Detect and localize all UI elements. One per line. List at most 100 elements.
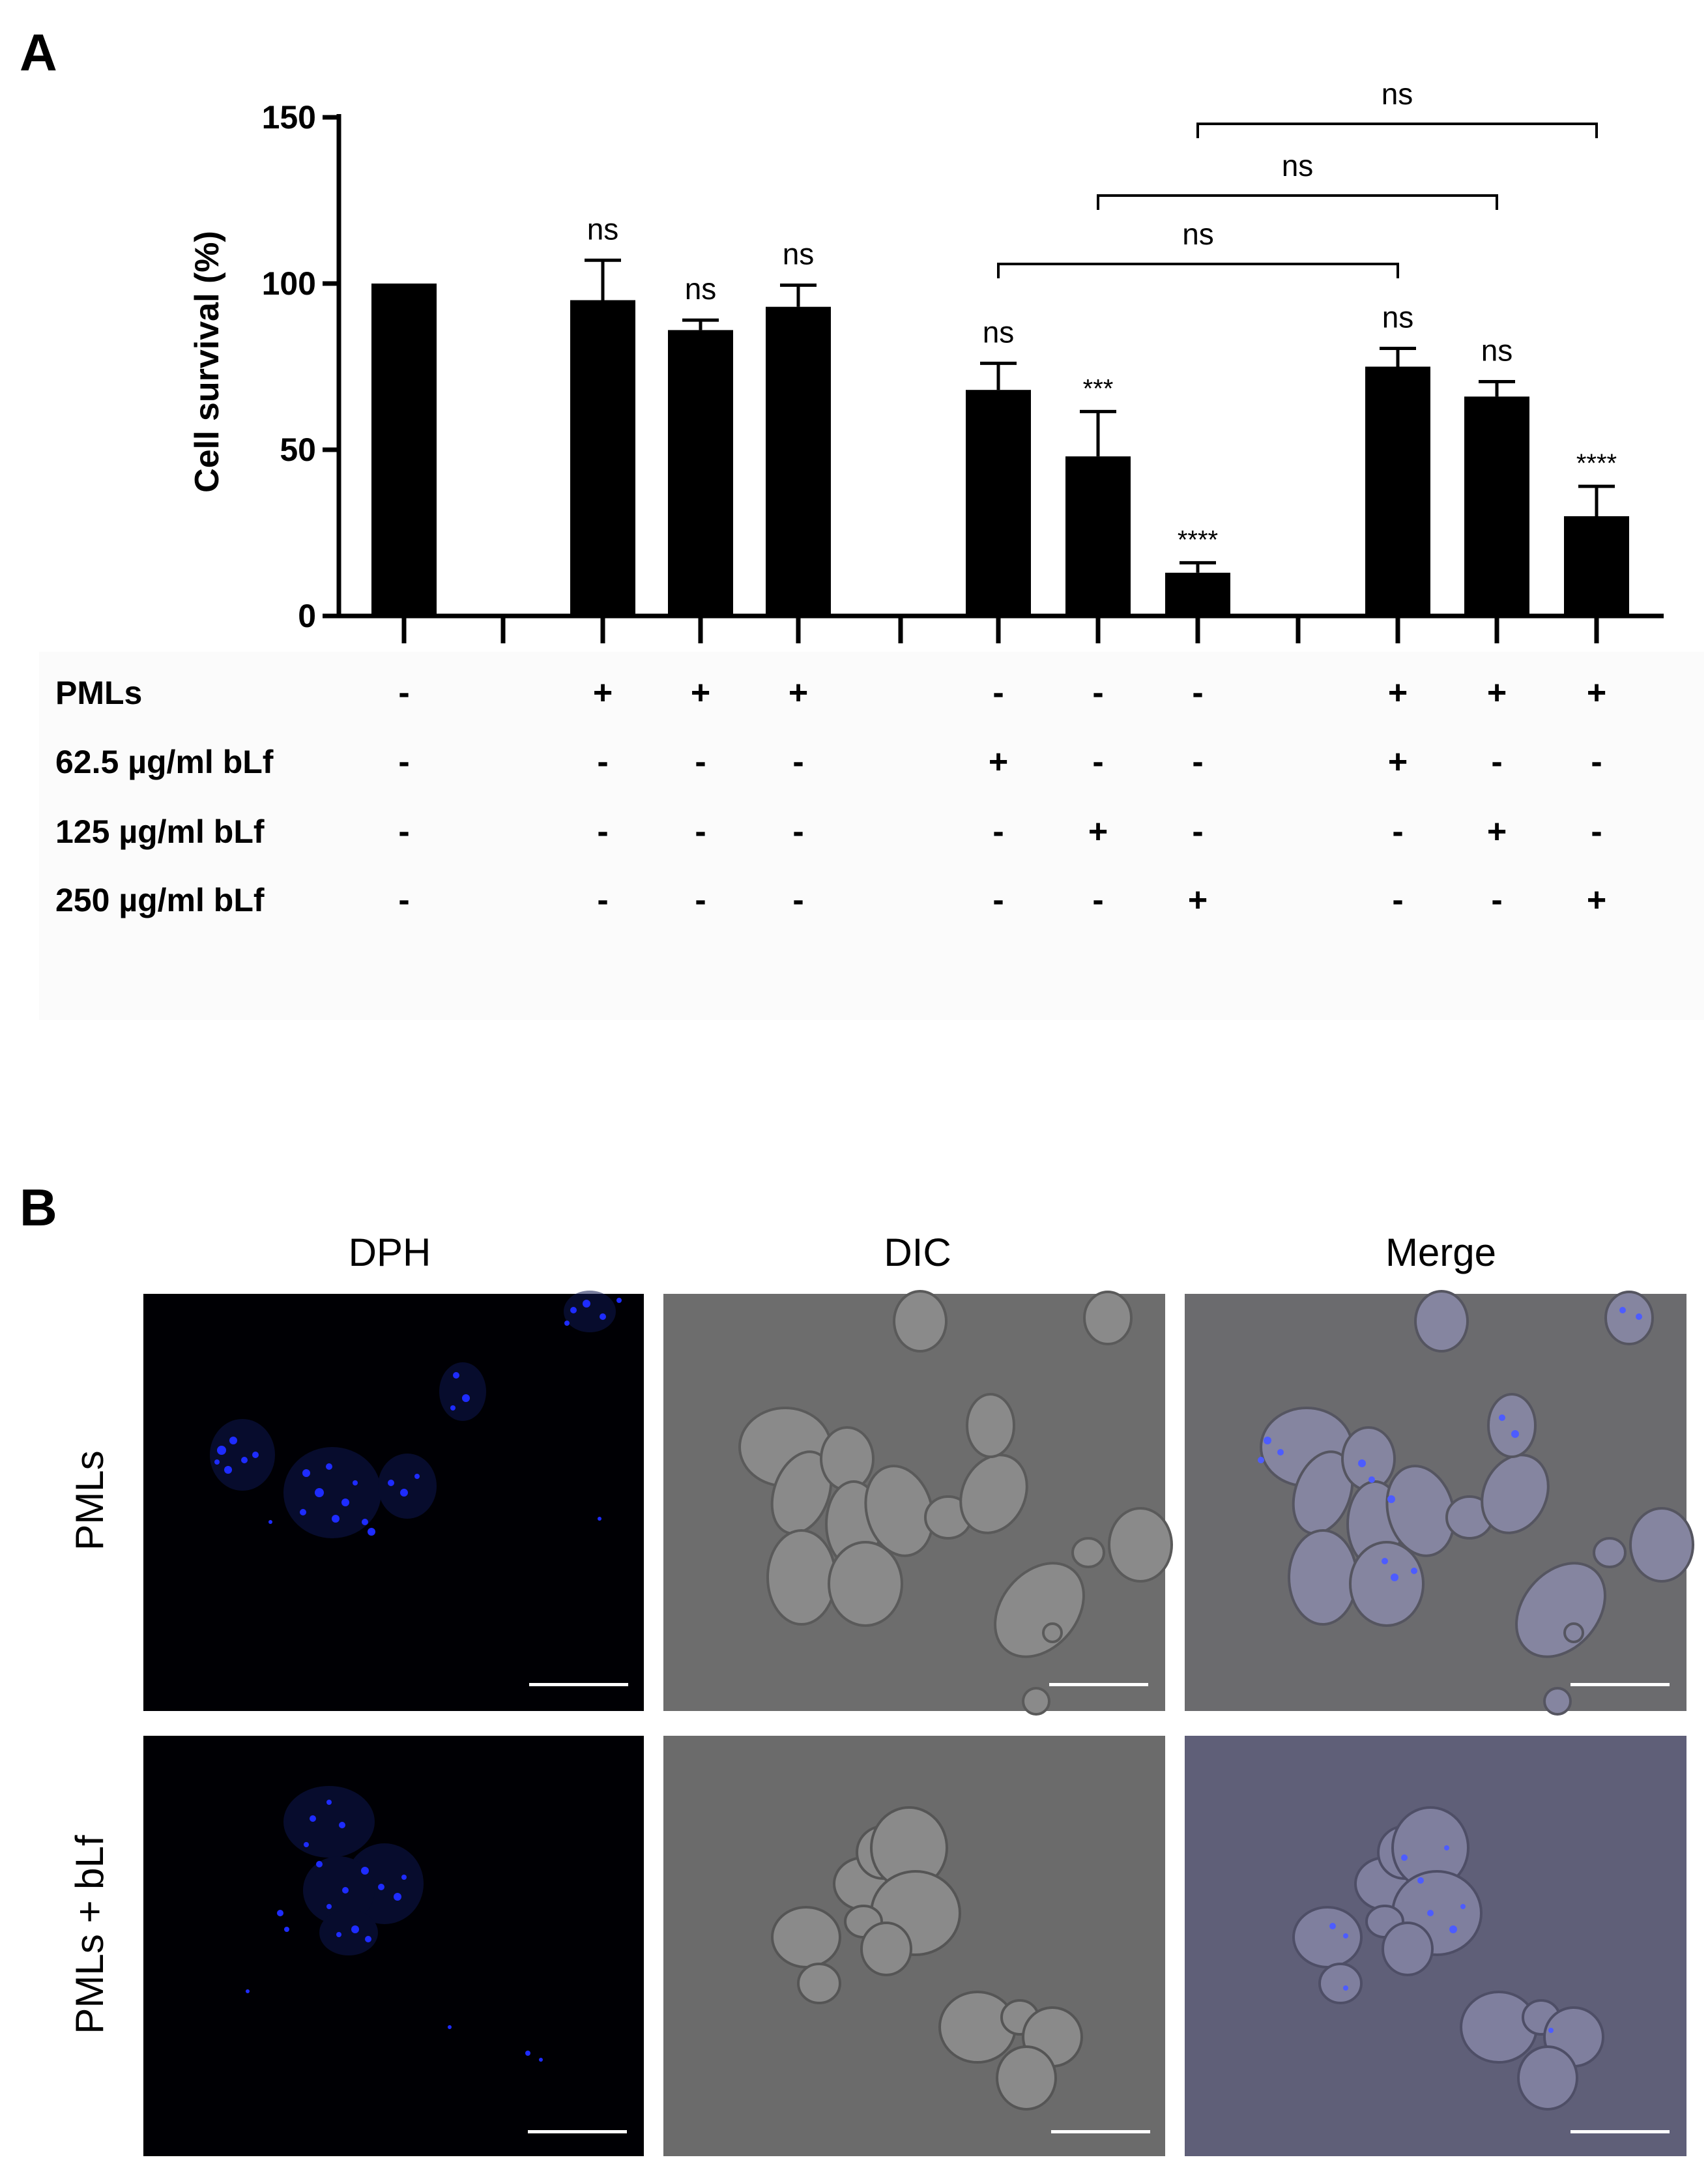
condition-mark-1-8: -: [1491, 743, 1502, 781]
scale-bar: [529, 1683, 628, 1686]
condition-mark-2-2: -: [695, 813, 706, 851]
scale-bar: [1570, 2130, 1670, 2133]
bar-4: [966, 390, 1031, 616]
significance-label-6: ****: [1178, 525, 1218, 554]
condition-mark-1-4: +: [989, 743, 1008, 781]
condition-mark-2-6: -: [1192, 813, 1203, 851]
condition-mark-1-9: -: [1591, 743, 1602, 781]
condition-mark-2-9: -: [1591, 813, 1602, 851]
image-dic-pmls: [663, 1290, 1173, 1716]
condition-mark-3-7: -: [1392, 881, 1403, 919]
image-dph-pmls: [143, 1291, 644, 1711]
bars: [371, 284, 1629, 616]
condition-mark-2-1: -: [597, 813, 608, 851]
micrograph-panel: DPH DIC Merge PMLs PMLs + bLf: [68, 1231, 1694, 2156]
condition-mark-3-5: -: [1092, 881, 1103, 919]
significance-label-5: ***: [1083, 374, 1114, 403]
condition-mark-2-5: +: [1088, 813, 1108, 851]
condition-mark-3-4: -: [992, 881, 1004, 919]
y-tick-label-1: 50: [280, 431, 316, 468]
condition-mark-3-9: +: [1587, 881, 1606, 919]
condition-mark-1-7: +: [1388, 743, 1408, 781]
condition-mark-0-9: +: [1587, 674, 1606, 712]
condition-label-3: 250 µg/ml bLf: [55, 882, 265, 918]
condition-mark-1-5: -: [1092, 743, 1103, 781]
significance-label-7: ns: [1382, 300, 1414, 334]
condition-mark-3-8: -: [1491, 881, 1502, 919]
condition-mark-3-1: -: [597, 881, 608, 919]
condition-label-0: PMLs: [55, 675, 142, 711]
condition-mark-2-4: -: [992, 813, 1004, 851]
condition-mark-1-1: -: [597, 743, 608, 781]
scale-bar: [1570, 1683, 1670, 1686]
condition-mark-1-3: -: [792, 743, 803, 781]
bar-5: [1065, 456, 1131, 616]
panel-label-b: B: [20, 1178, 57, 1236]
bar-8: [1464, 396, 1529, 616]
image-dic-pmls-blf: [663, 1736, 1165, 2156]
comparison-brackets: ns ns ns: [997, 77, 1598, 278]
condition-mark-1-6: -: [1192, 743, 1203, 781]
column-header-merge: Merge: [1385, 1231, 1496, 1274]
significance-label-8: ns: [1481, 333, 1513, 367]
condition-label-1: 62.5 µg/ml bLf: [55, 744, 274, 780]
significance-label-9: ****: [1576, 449, 1617, 478]
condition-mark-0-2: +: [691, 674, 710, 712]
condition-mark-3-3: -: [792, 881, 803, 919]
y-axis: 0 50 100 150: [262, 99, 341, 634]
condition-mark-2-0: -: [398, 813, 409, 851]
significance-label-4: ns: [983, 315, 1015, 349]
y-tick-label-2: 100: [262, 265, 316, 302]
scale-bar: [1049, 1683, 1148, 1686]
condition-mark-3-6: +: [1188, 881, 1208, 919]
image-merge-pmls: [1185, 1290, 1694, 1716]
column-header-dph: DPH: [349, 1231, 431, 1274]
scale-bar: [1051, 2130, 1150, 2133]
comparison-bracket-2: [1196, 123, 1598, 138]
condition-mark-1-0: -: [398, 743, 409, 781]
y-tick-label-3: 150: [262, 99, 316, 136]
bar-3: [766, 306, 831, 616]
condition-mark-2-3: -: [792, 813, 803, 851]
scale-bar: [528, 2130, 627, 2133]
significance-label-3: ns: [783, 237, 815, 271]
row-label-pmls-blf: PMLs + bLf: [68, 1835, 111, 2034]
condition-mark-2-8: +: [1487, 813, 1507, 851]
comparison-label-2: ns: [1382, 77, 1413, 111]
row-label-pmls: PMLs: [68, 1450, 111, 1550]
bar-6: [1165, 572, 1230, 616]
bar-7: [1365, 366, 1430, 616]
condition-mark-0-1: +: [593, 674, 613, 712]
significance-label-1: ns: [587, 212, 619, 246]
condition-table: PMLs - + + + - - - + + +62.5 µg/ml bLf - - - - + - - + - - 12…: [55, 674, 1606, 919]
condition-mark-2-7: -: [1392, 813, 1403, 851]
error-bars: [585, 258, 1615, 573]
bar-2: [668, 330, 733, 616]
condition-mark-3-0: -: [398, 881, 409, 919]
bar-0: [371, 284, 437, 616]
condition-mark-0-7: +: [1388, 674, 1408, 712]
condition-mark-0-0: -: [398, 674, 409, 712]
condition-mark-0-4: -: [992, 674, 1004, 712]
significance-label-2: ns: [685, 272, 717, 306]
comparison-bracket-1: [1097, 194, 1498, 210]
panel-label-a: A: [20, 23, 57, 81]
condition-mark-1-2: -: [695, 743, 706, 781]
bar-1: [570, 300, 635, 616]
image-merge-pmls-blf: [1185, 1736, 1686, 2156]
image-dph-pmls-blf: [143, 1736, 644, 2156]
comparison-label-0: ns: [1182, 217, 1214, 251]
bar-9: [1564, 516, 1629, 616]
condition-mark-0-5: -: [1092, 674, 1103, 712]
x-axis: [337, 613, 1664, 643]
y-axis-label: Cell survival (%): [188, 231, 226, 493]
y-tick-label-0: 0: [298, 598, 316, 634]
condition-mark-0-3: +: [789, 674, 808, 712]
comparison-label-1: ns: [1282, 149, 1314, 183]
comparison-bracket-0: [997, 263, 1399, 278]
condition-mark-3-2: -: [695, 881, 706, 919]
table-background: [39, 652, 1704, 1020]
